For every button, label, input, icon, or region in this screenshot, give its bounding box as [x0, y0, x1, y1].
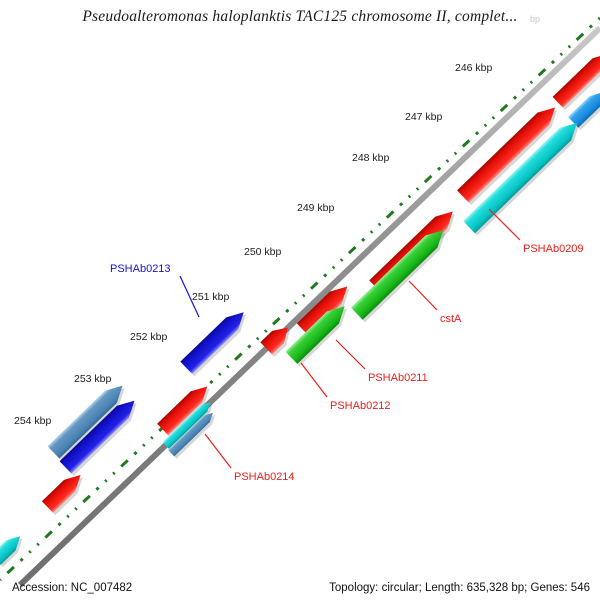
leader-line-PSHAb0211	[335, 339, 366, 370]
axis-tick-label: 251 kbp	[192, 291, 230, 303]
gene-feature-reverse-gene[interactable]	[41, 469, 86, 513]
leader-line-cstA	[408, 280, 438, 311]
axis-tick-label: 252 kbp	[130, 331, 168, 343]
axis-tick-label: 248 kbp	[352, 152, 390, 164]
label-leader-lines	[179, 208, 521, 469]
gene-feature-reverse-gene[interactable]	[457, 101, 561, 203]
gene-label-PSHAb0214[interactable]: PSHAb0214	[234, 471, 295, 483]
gene-label-PSHAb0213[interactable]: PSHAb0213	[110, 263, 171, 275]
accession-text: Accession: NC_007482	[12, 582, 133, 594]
leader-line-PSHAb0209	[488, 208, 521, 241]
genome-stats-text: Topology: circular; Length: 635,328 bp; …	[329, 582, 590, 594]
gene-feature-reverse-gene[interactable]	[260, 321, 293, 355]
gene-feature-forward-gene[interactable]	[47, 380, 129, 459]
tick-dotted-line	[0, 16, 600, 582]
axis-tick-label: 253 kbp	[74, 373, 112, 385]
gene-feature-forward-gene[interactable]	[350, 224, 449, 320]
gene-feature-reverse-gene[interactable]	[552, 48, 600, 108]
leader-line-PSHAb0213	[179, 275, 200, 318]
gene-label-PSHAb0212[interactable]: PSHAb0212	[330, 400, 391, 412]
gene-label-PSHAb0209[interactable]: PSHAb0209	[523, 243, 584, 255]
gene-feature-reverse-gene[interactable]	[180, 306, 249, 374]
axis-tick-label: 247 kbp	[405, 111, 443, 123]
axis-tick-label: 246 kbp	[455, 62, 493, 74]
gene-feature-reverse-gene[interactable]	[59, 395, 141, 474]
gene-feature-forward-gene[interactable]	[567, 86, 600, 128]
gene-label-cstA[interactable]: cstA	[440, 313, 462, 325]
gene-label-PSHAb0211[interactable]: PSHAb0211	[368, 372, 428, 384]
gene-feature-reverse-gene[interactable]	[296, 280, 353, 336]
gene-feature-forward-gene[interactable]	[168, 410, 216, 457]
page-title: Pseudoalteromonas haloplanktis TAC125 ch…	[82, 8, 518, 25]
axis-tick-label: 250 kbp	[244, 246, 282, 258]
gene-feature-forward-gene[interactable]	[285, 300, 350, 364]
gene-features-layer[interactable]	[0, 48, 600, 568]
gene-feature-forward-gene[interactable]	[162, 399, 214, 449]
gene-feature-forward-gene[interactable]	[0, 531, 25, 565]
leader-line-PSHAb0214	[204, 433, 232, 469]
genome-backbone	[17, 25, 600, 588]
axis-tick-label: 249 kbp	[297, 202, 335, 214]
axis-unit-ghost-label: bp	[530, 14, 541, 24]
gene-feature-forward-gene[interactable]	[463, 117, 583, 234]
leader-line-PSHAb0212	[300, 362, 328, 398]
gene-feature-reverse-gene[interactable]	[157, 381, 213, 436]
axis-tick-label: 254 kbp	[14, 415, 52, 427]
backbone-line	[17, 25, 600, 588]
axis-tick-line	[0, 16, 600, 582]
